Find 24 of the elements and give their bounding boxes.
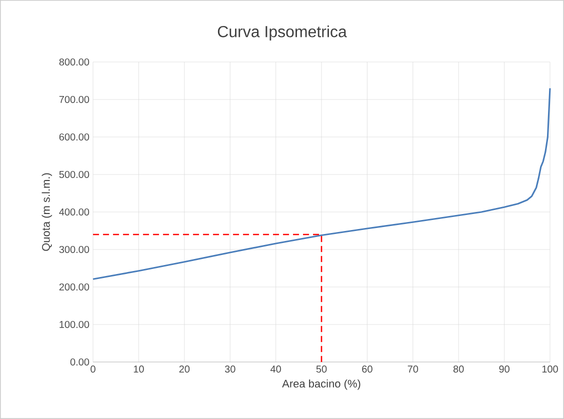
x-tick-label: 10 (134, 366, 144, 373)
x-tick-label: 20 (179, 366, 190, 373)
y-tick-label: 800.00 (59, 58, 90, 66)
chart-title: Curva Ipsometrica (218, 26, 347, 40)
x-tick-label: 60 (362, 366, 372, 373)
line-series (92, 87, 551, 280)
x-tick-label: 50 (316, 366, 327, 373)
x-tick-label: 0 (90, 366, 96, 373)
x-tick-label: 70 (408, 366, 418, 373)
y-axis-title: Quota (m s.l.m.) (42, 173, 52, 251)
x-tick-label: 100 (542, 366, 558, 373)
y-tick-label: 700.00 (59, 96, 90, 104)
y-tick-label: 0.00 (70, 358, 90, 366)
x-tick-label: 30 (224, 366, 236, 373)
x-tick-label: 80 (453, 366, 464, 373)
y-tick-label: 400.00 (59, 208, 90, 216)
y-tick-label: 100.00 (60, 320, 90, 328)
y-tick-label: 200.00 (59, 283, 90, 291)
y-tick-label: 500.00 (59, 170, 90, 178)
x-axis-title: Area bacino (%) (282, 379, 360, 390)
x-tick-label: 40 (270, 366, 281, 373)
y-tick-label: 600.00 (59, 133, 90, 141)
x-tick-label: 90 (499, 366, 510, 373)
y-tick-label: 300.00 (59, 246, 90, 254)
